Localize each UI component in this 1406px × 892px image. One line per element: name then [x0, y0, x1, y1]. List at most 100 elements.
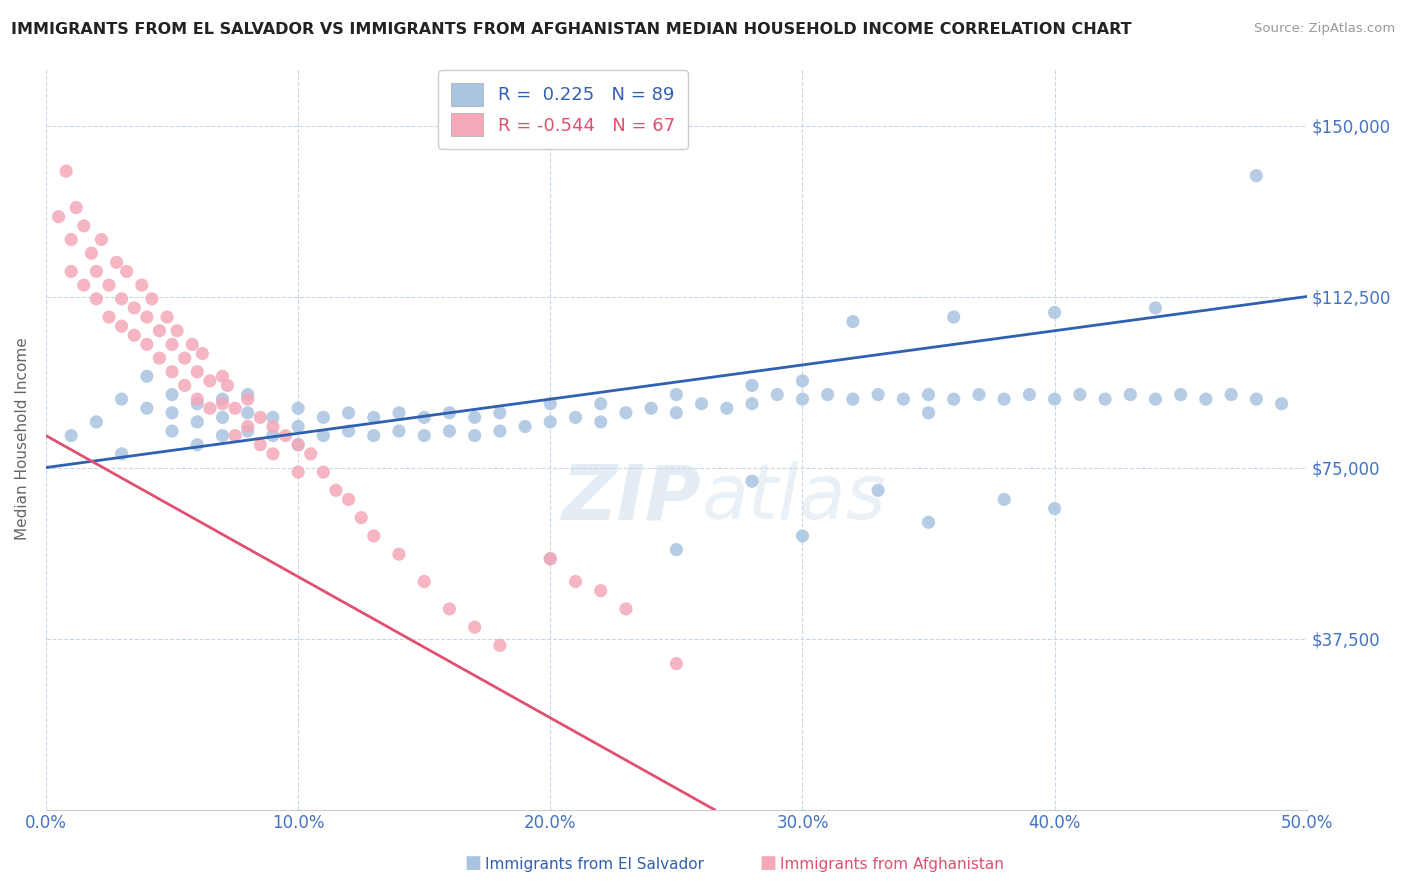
Point — [1144, 392, 1167, 406]
Text: ZIP: ZIP — [562, 461, 702, 535]
Point — [842, 392, 865, 406]
Point — [942, 310, 965, 324]
Point — [105, 255, 128, 269]
Point — [741, 397, 763, 411]
Point — [262, 447, 284, 461]
Point — [589, 397, 612, 411]
Point — [337, 406, 360, 420]
Point — [312, 410, 335, 425]
Point — [211, 410, 233, 425]
Point — [1170, 387, 1192, 401]
Point — [1043, 501, 1066, 516]
Point — [1195, 392, 1218, 406]
Point — [156, 310, 179, 324]
Point — [337, 492, 360, 507]
Point — [614, 406, 637, 420]
Point — [489, 639, 512, 653]
Point — [211, 397, 233, 411]
Point — [993, 392, 1015, 406]
Point — [98, 310, 121, 324]
Point — [589, 583, 612, 598]
Point — [287, 419, 309, 434]
Point — [131, 278, 153, 293]
Point — [236, 419, 259, 434]
Point — [1043, 392, 1066, 406]
Point — [439, 424, 461, 438]
Text: ■: ■ — [464, 855, 481, 872]
Point — [891, 392, 914, 406]
Point — [198, 401, 221, 416]
Text: Source: ZipAtlas.com: Source: ZipAtlas.com — [1254, 22, 1395, 36]
Point — [211, 369, 233, 384]
Point — [967, 387, 990, 401]
Point — [665, 657, 688, 671]
Point — [287, 401, 309, 416]
Point — [65, 201, 87, 215]
Point — [716, 401, 738, 416]
Point — [160, 365, 183, 379]
Point — [80, 246, 103, 260]
Point — [287, 465, 309, 479]
Point — [690, 397, 713, 411]
Point — [191, 346, 214, 360]
Point — [262, 410, 284, 425]
Point — [413, 410, 436, 425]
Text: ■: ■ — [759, 855, 776, 872]
Point — [186, 397, 208, 411]
Point — [111, 392, 134, 406]
Point — [186, 438, 208, 452]
Point — [224, 428, 246, 442]
Point — [135, 401, 157, 416]
Point — [1246, 392, 1268, 406]
Point — [217, 378, 239, 392]
Point — [60, 233, 83, 247]
Point — [236, 387, 259, 401]
Point — [1220, 387, 1243, 401]
Point — [60, 428, 83, 442]
Point — [792, 529, 814, 543]
Point — [817, 387, 839, 401]
Text: Immigrants from Afghanistan: Immigrants from Afghanistan — [780, 857, 1004, 872]
Point — [1043, 305, 1066, 319]
Point — [350, 510, 373, 524]
Point — [917, 387, 939, 401]
Point — [55, 164, 77, 178]
Point — [792, 392, 814, 406]
Point — [363, 410, 385, 425]
Point — [665, 387, 688, 401]
Point — [135, 337, 157, 351]
Point — [388, 406, 411, 420]
Text: IMMIGRANTS FROM EL SALVADOR VS IMMIGRANTS FROM AFGHANISTAN MEDIAN HOUSEHOLD INCO: IMMIGRANTS FROM EL SALVADOR VS IMMIGRANT… — [11, 22, 1132, 37]
Point — [111, 319, 134, 334]
Point — [173, 378, 195, 392]
Point — [489, 406, 512, 420]
Point — [614, 602, 637, 616]
Point — [173, 351, 195, 365]
Point — [439, 406, 461, 420]
Point — [287, 438, 309, 452]
Point — [741, 474, 763, 488]
Point — [148, 351, 170, 365]
Point — [73, 219, 96, 233]
Point — [262, 428, 284, 442]
Point — [464, 410, 486, 425]
Point — [842, 315, 865, 329]
Point — [564, 410, 586, 425]
Point — [224, 401, 246, 416]
Point — [90, 233, 112, 247]
Point — [274, 428, 297, 442]
Point — [287, 438, 309, 452]
Point — [564, 574, 586, 589]
Point — [186, 415, 208, 429]
Point — [942, 392, 965, 406]
Text: Immigrants from El Salvador: Immigrants from El Salvador — [485, 857, 704, 872]
Point — [1270, 397, 1292, 411]
Point — [464, 428, 486, 442]
Point — [325, 483, 347, 498]
Point — [160, 424, 183, 438]
Point — [166, 324, 188, 338]
Point — [122, 328, 145, 343]
Point — [917, 406, 939, 420]
Point — [665, 406, 688, 420]
Point — [640, 401, 662, 416]
